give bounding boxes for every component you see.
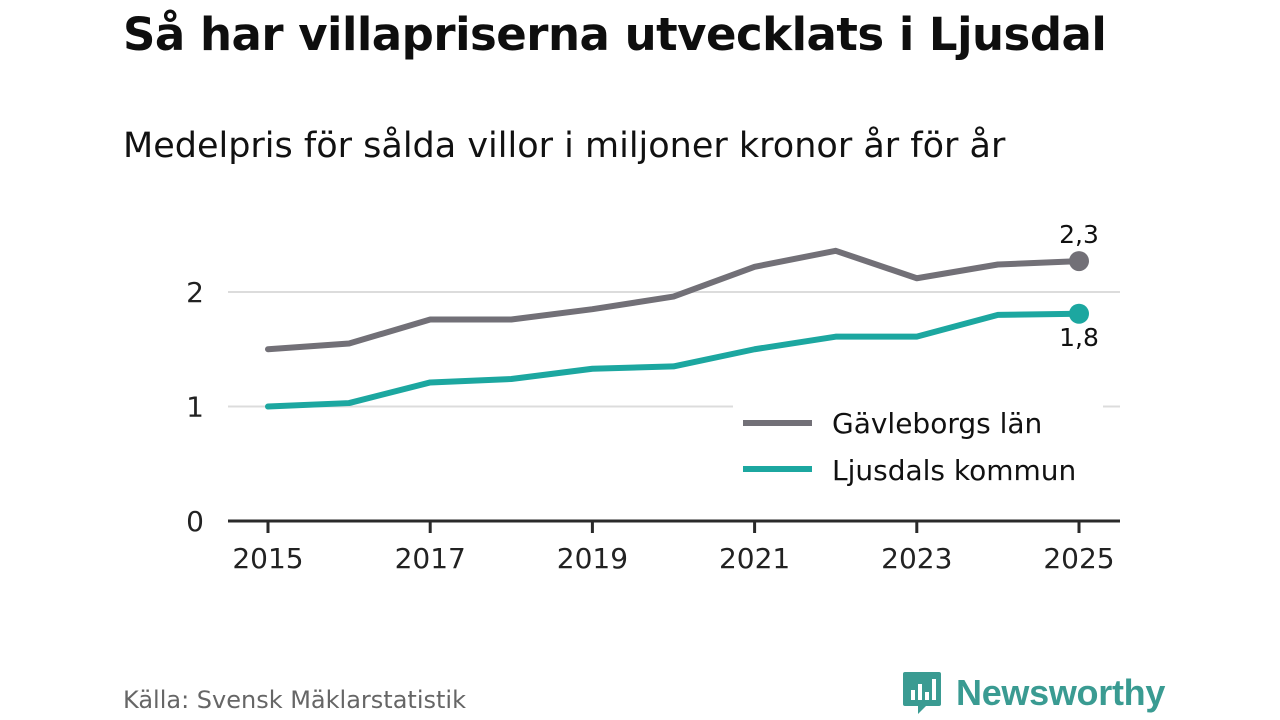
legend-label-gavleborg: Gävleborgs län <box>832 407 1042 440</box>
series-end-label-gavleborg: 2,3 <box>1059 220 1099 249</box>
series-endpoint-gavleborg <box>1069 251 1089 272</box>
chart-title: Så har villapriserna utvecklats i Ljusda… <box>123 8 1107 61</box>
y-tick-label: 2 <box>186 276 204 309</box>
legend-background <box>733 398 1103 498</box>
grid-layer <box>228 291 1120 408</box>
series-end-label-ljusdal: 1,8 <box>1059 323 1099 352</box>
x-tick-label: 2015 <box>232 542 303 575</box>
brand-name: Newsworthy <box>956 672 1166 713</box>
x-tick-label: 2023 <box>881 542 952 575</box>
newsworthy-icon <box>903 672 941 714</box>
x-tick-label: 2017 <box>395 542 466 575</box>
series-line-gavleborg <box>265 247 1082 353</box>
series-endpoint-ljusdal <box>1069 303 1089 324</box>
y-tick-label: 1 <box>186 391 204 424</box>
x-tick-label: 2021 <box>719 542 790 575</box>
brand-logo: Newsworthy <box>902 670 1165 716</box>
source-note: Källa: Svensk Mäklarstatistik <box>123 686 466 714</box>
x-tick-label: 2019 <box>557 542 628 575</box>
x-tick-label: 2025 <box>1043 542 1114 575</box>
series-layer: 2,3 1,8 <box>265 220 1099 410</box>
legend: Gävleborgs län Ljusdals kommun <box>733 398 1103 498</box>
axis-layer: 0 1 2 2015 2017 2019 2021 2023 2025 <box>186 276 1120 575</box>
chart-subtitle: Medelpris för sålda villor i miljoner kr… <box>123 126 1006 166</box>
series-line-ljusdal <box>265 310 1082 410</box>
y-tick-label: 0 <box>186 505 204 538</box>
legend-label-ljusdal: Ljusdals kommun <box>832 454 1076 487</box>
